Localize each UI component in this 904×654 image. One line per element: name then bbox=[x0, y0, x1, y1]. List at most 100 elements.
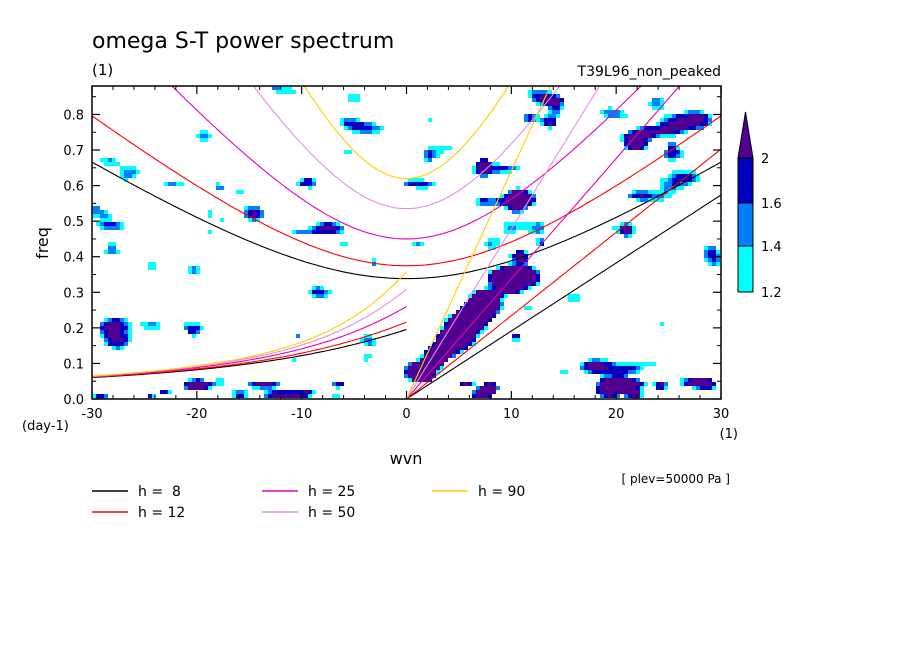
power-cell bbox=[472, 326, 476, 330]
power-cell bbox=[232, 394, 236, 398]
power-cell bbox=[204, 382, 208, 386]
power-cell bbox=[460, 314, 464, 318]
power-cell bbox=[436, 146, 440, 150]
power-cell bbox=[484, 162, 488, 166]
power-cell bbox=[112, 334, 116, 338]
power-cell bbox=[552, 94, 556, 98]
power-cell bbox=[708, 262, 712, 266]
power-cell bbox=[484, 310, 488, 314]
power-cell bbox=[536, 278, 540, 282]
power-cell bbox=[188, 382, 192, 386]
power-cell bbox=[472, 390, 476, 394]
power-cell bbox=[700, 118, 704, 122]
power-cell bbox=[520, 266, 524, 270]
power-cell bbox=[408, 374, 412, 378]
power-cell bbox=[480, 294, 484, 298]
power-cell bbox=[604, 394, 608, 398]
power-cell bbox=[708, 246, 712, 250]
power-cell bbox=[628, 366, 632, 370]
power-cell bbox=[556, 114, 560, 118]
power-cell bbox=[460, 342, 464, 346]
power-cell bbox=[564, 370, 568, 374]
power-cell bbox=[112, 346, 116, 350]
power-cell bbox=[432, 150, 436, 154]
power-cell bbox=[616, 230, 620, 234]
power-cell bbox=[368, 130, 372, 134]
power-cell bbox=[672, 122, 676, 126]
power-cell bbox=[488, 198, 492, 202]
legend-label: h = 25 bbox=[308, 484, 355, 500]
power-cell bbox=[216, 378, 220, 382]
power-cell bbox=[468, 302, 472, 306]
power-cell bbox=[688, 118, 692, 122]
power-cell bbox=[440, 366, 444, 370]
power-cell bbox=[492, 270, 496, 274]
power-cell bbox=[668, 130, 672, 134]
power-cell bbox=[672, 190, 676, 194]
power-cell bbox=[664, 126, 668, 130]
power-cell bbox=[292, 390, 296, 394]
power-cell bbox=[104, 158, 108, 162]
x-axis-unit: (1) bbox=[720, 427, 738, 442]
power-cell bbox=[244, 206, 248, 210]
power-cell bbox=[148, 266, 152, 270]
power-cell bbox=[664, 130, 668, 134]
power-cell bbox=[560, 370, 564, 374]
power-cell bbox=[104, 330, 108, 334]
power-cell bbox=[660, 118, 664, 122]
power-cell bbox=[204, 386, 208, 390]
legend: h = 8 h = 12 h = 25 h = 50 h = 90 bbox=[92, 484, 525, 521]
power-cell bbox=[324, 294, 328, 298]
power-cell bbox=[352, 94, 356, 98]
power-cell bbox=[432, 146, 436, 150]
power-cell bbox=[512, 166, 516, 170]
power-cell bbox=[124, 322, 128, 326]
power-cell bbox=[112, 342, 116, 346]
power-cell bbox=[540, 122, 544, 126]
power-cell bbox=[96, 210, 100, 214]
power-cell bbox=[452, 330, 456, 334]
power-cell bbox=[192, 326, 196, 330]
power-cell bbox=[472, 394, 476, 398]
power-cell bbox=[544, 118, 548, 122]
y-tick-label: 0.3 bbox=[63, 286, 84, 301]
power-cell bbox=[108, 250, 112, 254]
power-cell bbox=[668, 182, 672, 186]
power-cell bbox=[676, 182, 680, 186]
power-cell bbox=[308, 230, 312, 234]
power-cell bbox=[524, 278, 528, 282]
power-cell bbox=[480, 386, 484, 390]
power-cell bbox=[108, 222, 112, 226]
power-cell bbox=[588, 362, 592, 366]
power-cell bbox=[344, 150, 348, 154]
power-cell bbox=[364, 122, 368, 126]
power-cell bbox=[524, 262, 528, 266]
power-cell bbox=[516, 210, 520, 214]
power-cell bbox=[680, 150, 684, 154]
power-cell bbox=[620, 370, 624, 374]
power-cell bbox=[420, 358, 424, 362]
power-cell bbox=[500, 166, 504, 170]
power-cell bbox=[680, 154, 684, 158]
power-cell bbox=[624, 390, 628, 394]
power-cell bbox=[188, 330, 192, 334]
power-cell bbox=[480, 298, 484, 302]
power-cell bbox=[484, 158, 488, 162]
power-cell bbox=[412, 242, 416, 246]
power-cell bbox=[524, 266, 528, 270]
power-cell bbox=[700, 378, 704, 382]
power-cell bbox=[308, 182, 312, 186]
kelvin-curve-h50 bbox=[406, 86, 601, 399]
power-cell bbox=[252, 386, 256, 390]
power-cell bbox=[660, 382, 664, 386]
power-cell bbox=[652, 98, 656, 102]
power-cell bbox=[276, 382, 280, 386]
power-cell bbox=[316, 230, 320, 234]
power-cell bbox=[624, 142, 628, 146]
power-cell bbox=[472, 290, 476, 294]
power-cell bbox=[312, 286, 316, 290]
power-cell bbox=[164, 182, 168, 186]
power-cell bbox=[332, 230, 336, 234]
power-cell bbox=[500, 290, 504, 294]
power-cell bbox=[348, 126, 352, 130]
